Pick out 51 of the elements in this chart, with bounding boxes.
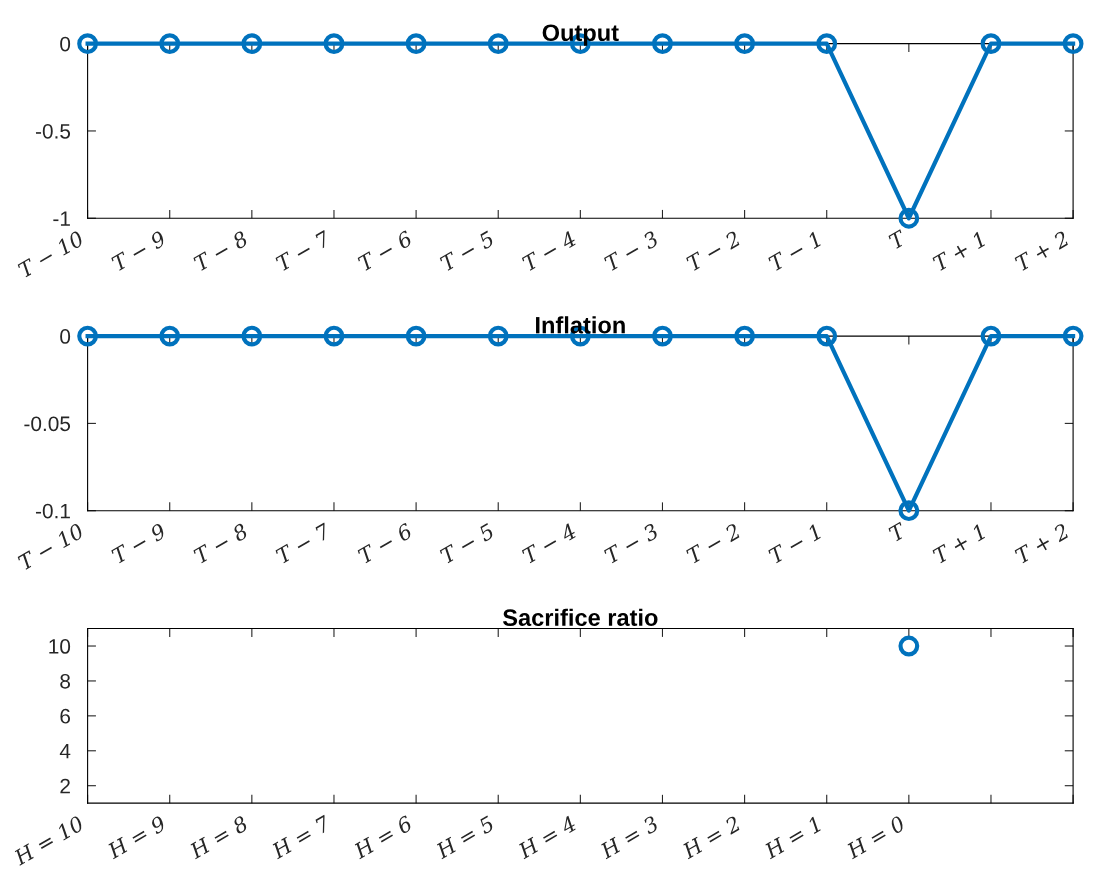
x-tick-label: T − 2 — [685, 230, 742, 272]
x-tick-label: H = 7 — [270, 814, 332, 860]
y-tick-label: 4 — [59, 744, 71, 759]
x-tick-label: H = 6 — [352, 814, 414, 860]
y-tick-label: 0 — [60, 36, 71, 52]
x-tick-label: T — [887, 521, 908, 542]
chart-title: Sacrifice ratio — [502, 608, 658, 627]
x-tick-label: T − 1 — [767, 231, 822, 272]
y-tick-label: 10 — [49, 639, 71, 654]
x-tick-label: T − 10 — [16, 230, 85, 279]
x-tick-label: T − 7 — [274, 522, 332, 564]
x-tick-label: T + 2 — [1013, 522, 1070, 564]
x-tick-label: T − 3 — [603, 522, 660, 565]
x-tick-label: H = 9 — [105, 815, 167, 860]
x-tick-label: T − 4 — [521, 522, 577, 564]
x-tick-label: H = 8 — [187, 815, 249, 860]
x-tick-label: H = 4 — [516, 815, 577, 860]
x-tick-label: T − 10 — [16, 522, 85, 571]
x-tick-label: T − 9 — [110, 522, 167, 565]
x-tick-label: T — [887, 229, 908, 250]
x-tick-label: T + 2 — [1013, 230, 1070, 272]
chart-title: Output — [542, 24, 619, 46]
x-tick-label: H = 3 — [598, 815, 660, 860]
x-tick-label: H = 10 — [12, 815, 85, 867]
x-tick-label: T + 1 — [931, 231, 986, 272]
chart-title: Inflation — [536, 316, 625, 334]
x-tick-label: H = 1 — [762, 816, 822, 860]
y-tick-label: 8 — [60, 673, 71, 689]
x-tick-label: H = 5 — [434, 815, 496, 860]
y-tick-label: -0.1 — [35, 503, 70, 519]
x-tick-label: H = 0 — [844, 815, 906, 860]
x-tick-label: T − 3 — [603, 230, 660, 272]
x-tick-label: T − 7 — [274, 229, 332, 272]
y-tick-label: 0 — [60, 329, 71, 344]
x-tick-label: T − 5 — [439, 230, 496, 272]
y-tick-label: 2 — [60, 778, 70, 794]
x-tick-label: T − 6 — [356, 230, 414, 272]
x-tick-label: T − 8 — [192, 230, 249, 272]
x-tick-label: H = 2 — [680, 815, 742, 860]
x-tick-label: T − 8 — [192, 522, 249, 565]
y-tick-label: 6 — [60, 708, 71, 724]
x-tick-label: T + 1 — [931, 524, 986, 564]
x-tick-label: T − 2 — [685, 522, 742, 564]
x-tick-label: T − 6 — [356, 522, 414, 565]
x-tick-label: T − 4 — [521, 230, 577, 272]
y-tick-label: -0.5 — [35, 123, 71, 139]
y-tick-label: -1 — [53, 211, 70, 226]
x-tick-label: T − 5 — [439, 523, 496, 565]
x-tick-label: T − 9 — [110, 230, 167, 272]
y-tick-label: -0.05 — [24, 416, 71, 432]
x-tick-label: T − 1 — [767, 524, 822, 564]
